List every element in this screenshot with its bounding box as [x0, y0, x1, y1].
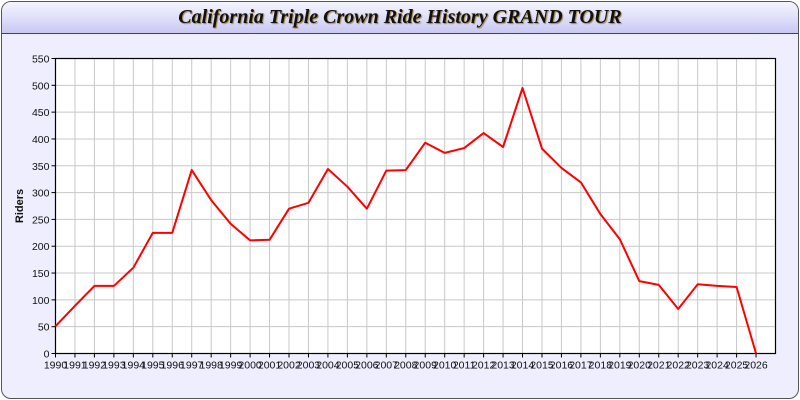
y-tick-label: 150	[32, 268, 50, 280]
y-tick-label: 250	[32, 214, 50, 226]
x-tick-label: 2021	[647, 360, 671, 372]
y-tick-label: 350	[32, 161, 50, 173]
x-tick-label: 2010	[433, 360, 457, 372]
x-tick-label: 2009	[414, 360, 438, 372]
x-tick-label: 2007	[375, 360, 399, 372]
x-tick-label: 2008	[394, 360, 418, 372]
x-tick-label: 1997	[180, 360, 204, 372]
x-tick-label: 1993	[102, 360, 126, 372]
x-tick-label: 2023	[686, 360, 710, 372]
x-tick-label: 1991	[63, 360, 87, 372]
x-tick-label: 1999	[219, 360, 243, 372]
title-bar: California Triple Crown Ride History GRA…	[2, 2, 798, 34]
x-tick-label: 2017	[569, 360, 593, 372]
y-tick-label: 100	[32, 295, 50, 307]
x-tick-label: 1990	[44, 360, 68, 372]
x-tick-label: 2012	[472, 360, 496, 372]
x-tick-label: 1992	[83, 360, 107, 372]
x-tick-label: 2005	[336, 360, 360, 372]
x-tick-label: 2026	[744, 360, 768, 372]
x-tick-label: 2011	[453, 360, 476, 372]
y-tick-label: 200	[32, 241, 50, 253]
x-tick-label: 2006	[355, 360, 379, 372]
y-tick-label: 400	[32, 134, 50, 146]
x-tick-label: 2016	[550, 360, 574, 372]
x-tick-label: 2022	[667, 360, 691, 372]
y-tick-label: 300	[32, 188, 50, 200]
y-tick-label: 0	[44, 349, 50, 361]
x-tick-label: 2015	[530, 360, 554, 372]
x-tick-label: 2014	[511, 360, 535, 372]
x-tick-label: 2019	[608, 360, 632, 372]
x-tick-label: 2000	[238, 360, 262, 372]
x-tick-label: 2002	[277, 360, 301, 372]
y-tick-label: 500	[32, 80, 50, 92]
x-tick-label: 2003	[297, 360, 321, 372]
plot-area	[55, 58, 776, 354]
y-tick-label: 550	[32, 54, 50, 66]
y-tick-label: 50	[38, 322, 50, 334]
x-tick-label: 1996	[161, 360, 185, 372]
x-tick-label: 2001	[258, 360, 282, 372]
x-tick-label: 2013	[491, 360, 515, 372]
x-tick-label: 2018	[589, 360, 613, 372]
plot-border	[54, 57, 777, 355]
y-axis-label: Riders	[14, 189, 26, 223]
y-tick-label: 450	[32, 107, 50, 119]
x-tick-label: 1998	[199, 360, 223, 372]
x-tick-label: 1995	[141, 360, 165, 372]
x-tick-label: 2025	[725, 360, 749, 372]
x-tick-label: 2004	[316, 360, 340, 372]
x-tick-label: 1994	[122, 360, 146, 372]
x-tick-label: 2024	[705, 360, 729, 372]
chart-title: California Triple Crown Ride History GRA…	[178, 6, 622, 28]
x-tick-label: 2020	[628, 360, 652, 372]
